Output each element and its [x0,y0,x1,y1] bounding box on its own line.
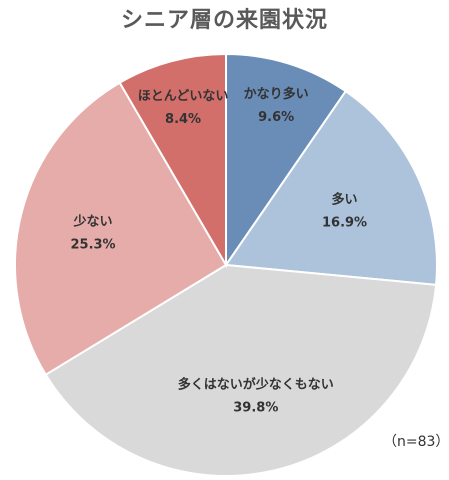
slice-value-label: 8.4% [165,112,201,127]
slice-value-label: 9.6% [258,110,294,125]
pie-slice [44,263,438,477]
pie-slice [14,81,228,377]
chart-title: シニア層の来園状況 [120,8,328,33]
slice-value-label: 39.8% [233,401,278,416]
pie-slice [225,52,348,269]
pie-slice [118,52,227,269]
pie-slice [224,89,438,286]
slice-label: 少ない [73,213,113,229]
slice-value-label: 16.9% [322,216,367,231]
slice-label: 多くはないが少なくもない [178,377,334,393]
slice-label: ほとんどいない [138,89,229,104]
sample-size-note: （n=83） [383,434,449,450]
slice-label: 多い [332,192,358,208]
slice-label: かなり多い [244,86,309,102]
slice-value-label: 25.3% [70,237,115,252]
